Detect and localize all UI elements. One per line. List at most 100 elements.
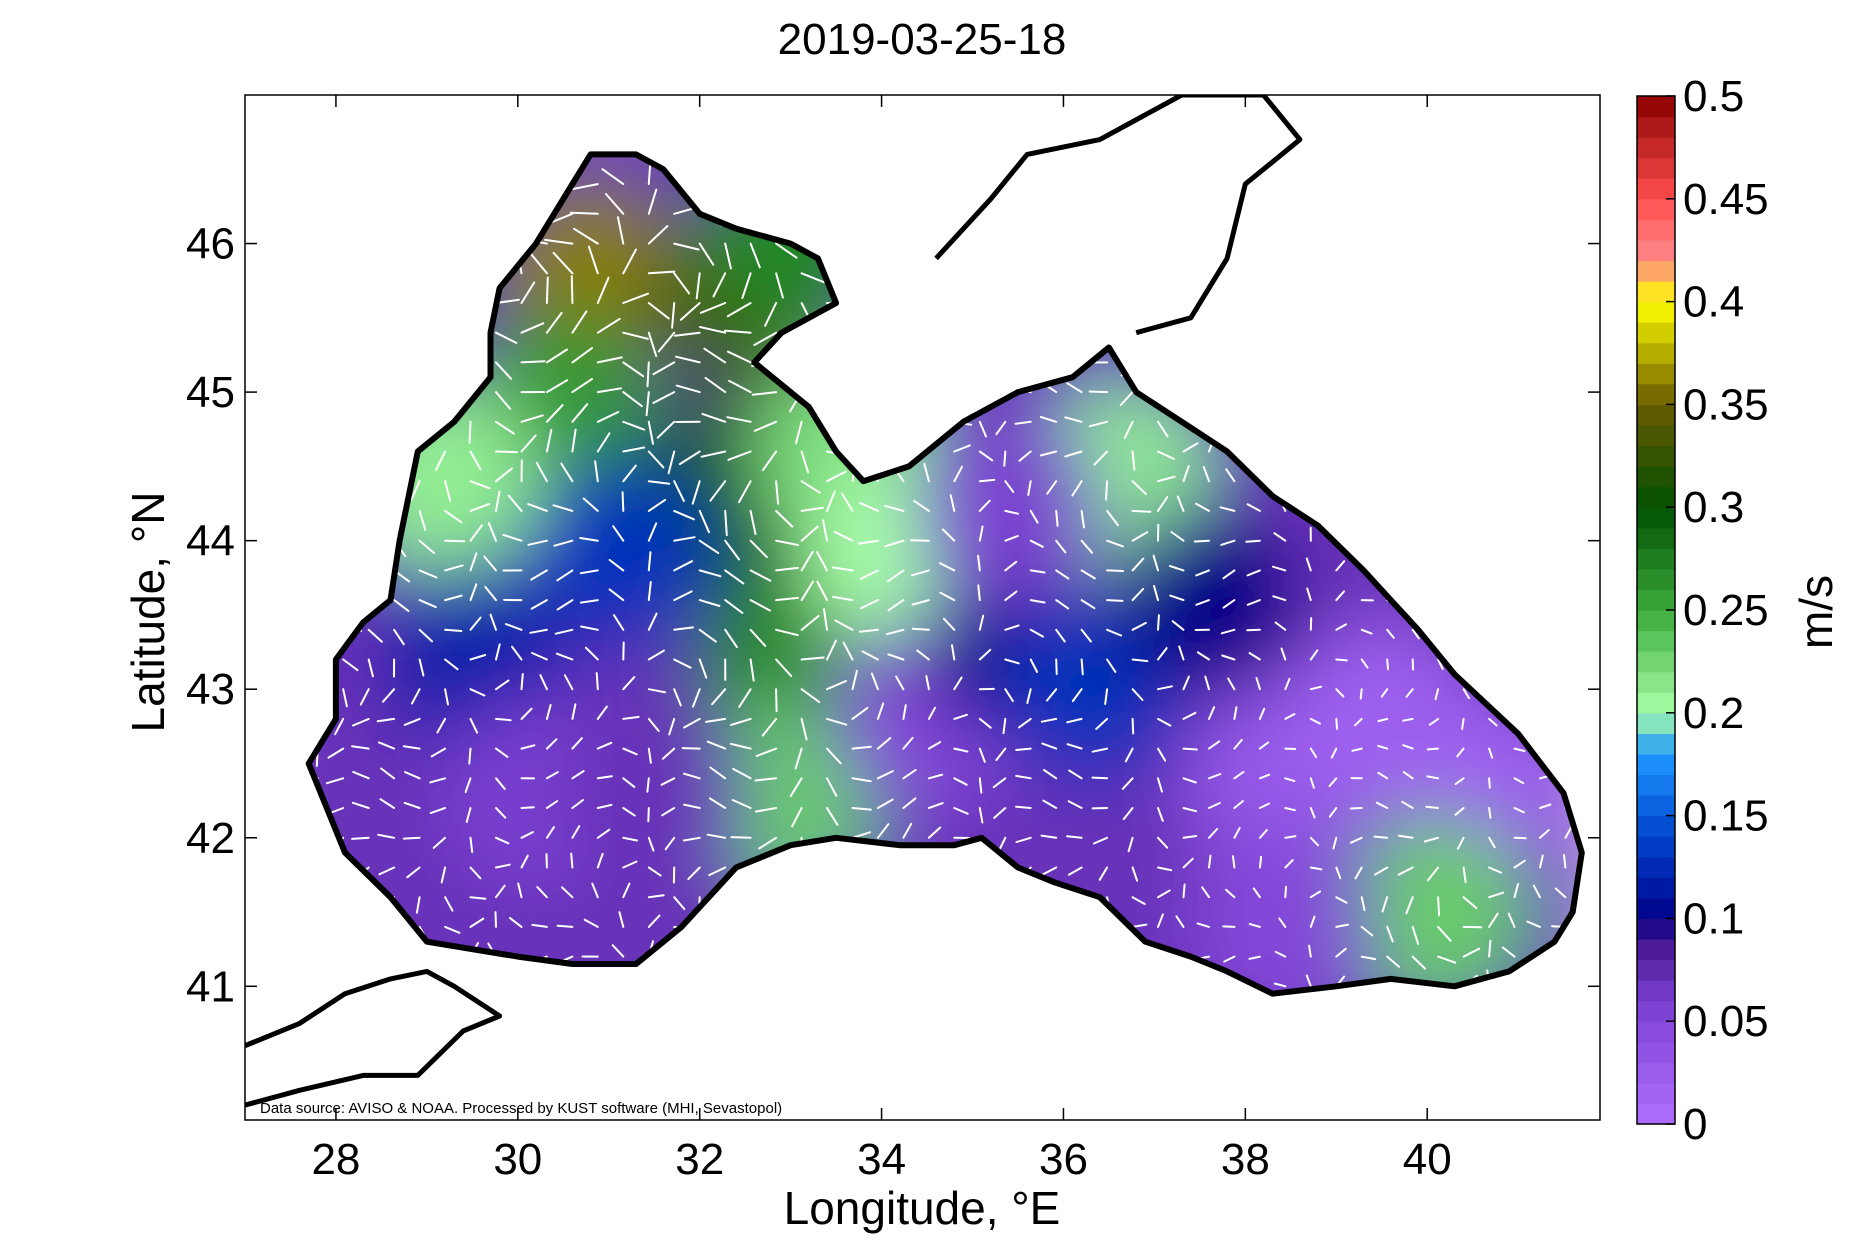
current-vector [1219, 506, 1236, 512]
current-vector [1195, 502, 1210, 512]
current-vector [741, 272, 752, 299]
current-vector [1095, 717, 1109, 730]
current-vector [939, 562, 956, 572]
current-vector [775, 566, 799, 572]
current-vector [570, 852, 574, 869]
current-vector [1015, 747, 1032, 751]
current-vector [647, 225, 669, 245]
current-vector [596, 853, 604, 869]
current-vector [596, 411, 620, 423]
current-vector [902, 736, 914, 750]
current-vector [876, 770, 894, 780]
current-vector [418, 658, 425, 677]
current-vector [1335, 590, 1345, 602]
current-vector [469, 616, 482, 631]
current-vector [927, 741, 942, 750]
colorbar-swatch [1637, 918, 1675, 940]
current-vector [1246, 599, 1261, 606]
current-vector [495, 391, 512, 410]
current-vector [1157, 747, 1167, 762]
current-vector [1306, 587, 1312, 602]
current-vector [622, 676, 636, 691]
current-vector [692, 688, 701, 708]
current-vector [545, 276, 549, 304]
current-vector [1004, 688, 1014, 703]
colorbar-swatch [1637, 404, 1675, 426]
current-vector [800, 450, 810, 474]
current-vector [1091, 747, 1109, 753]
current-vector [647, 612, 658, 631]
current-vector [622, 715, 640, 720]
current-vector [1377, 771, 1389, 780]
current-vector [469, 896, 487, 900]
current-vector [520, 281, 536, 304]
current-vector [1068, 769, 1083, 780]
current-vector [724, 599, 744, 614]
current-vector [1196, 922, 1210, 928]
current-vector [1223, 955, 1236, 963]
current-vector [695, 272, 701, 300]
current-vector [1232, 855, 1236, 869]
current-vector [724, 628, 738, 649]
current-vector [432, 836, 447, 849]
colorbar-swatch [1637, 198, 1675, 220]
current-vector [1309, 836, 1320, 847]
current-vector [531, 923, 548, 928]
current-vector [895, 675, 905, 691]
x-tick-label: 28 [311, 1135, 360, 1184]
current-vector [1280, 647, 1287, 661]
current-vector [978, 499, 991, 512]
current-vector [1176, 495, 1185, 512]
current-vector [556, 569, 574, 582]
current-vector [1425, 805, 1440, 809]
current-vector [673, 480, 685, 502]
current-vector [647, 581, 652, 602]
current-vector [1106, 569, 1125, 572]
current-vector [1018, 450, 1032, 462]
current-vector [556, 599, 574, 611]
current-vector [1201, 886, 1210, 899]
current-vector [495, 298, 520, 304]
current-vector [902, 797, 917, 809]
current-vector [711, 688, 727, 706]
current-vector [826, 470, 847, 483]
current-vector [444, 925, 461, 934]
current-vector [751, 391, 778, 396]
current-vector [1196, 651, 1210, 661]
current-vector [927, 773, 944, 780]
current-vector [1004, 658, 1020, 665]
current-vector [1182, 883, 1186, 899]
current-vector [468, 747, 472, 765]
current-vector [978, 614, 985, 631]
current-vector [978, 717, 992, 729]
current-vector [1377, 744, 1389, 750]
current-vector [580, 625, 599, 631]
current-vector [377, 833, 396, 839]
current-vector [1335, 658, 1348, 662]
current-vector [1040, 717, 1058, 723]
colorbar-tick-label: 0.1 [1683, 894, 1744, 943]
current-vector [831, 566, 854, 572]
current-vector [1246, 569, 1261, 577]
current-vector [1309, 649, 1319, 661]
current-vector [1182, 747, 1198, 751]
current-vector [842, 641, 854, 661]
colorbar-swatch [1637, 363, 1675, 385]
current-vector [753, 331, 778, 346]
current-vector [1171, 620, 1185, 631]
current-vector [698, 242, 715, 266]
current-vector [712, 272, 727, 298]
current-vector [1182, 857, 1194, 869]
current-vector [789, 777, 803, 798]
current-vector [495, 450, 518, 454]
current-vector [596, 356, 623, 364]
current-vector [1157, 866, 1173, 872]
current-vector [705, 717, 727, 723]
current-vector [596, 276, 610, 304]
current-vector [327, 747, 345, 759]
current-vector [1284, 777, 1296, 783]
current-vector [613, 614, 625, 631]
map-title: 2019-03-25-18 [778, 15, 1067, 64]
current-vector [545, 704, 552, 720]
current-vector [1029, 658, 1039, 673]
